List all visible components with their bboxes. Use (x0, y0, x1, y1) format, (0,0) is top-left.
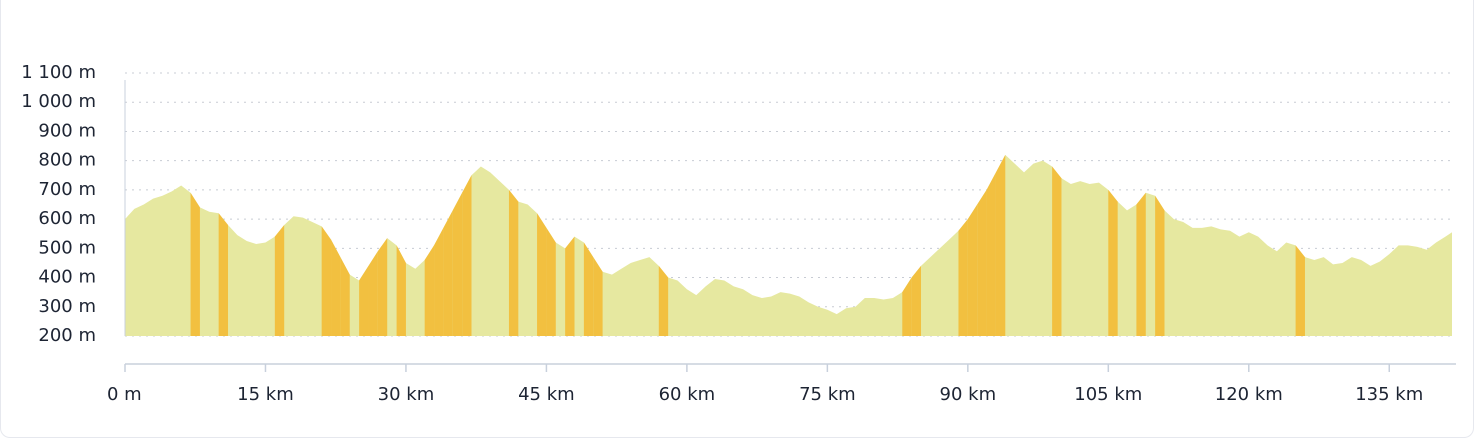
x-tick-label: 60 km (659, 384, 716, 405)
x-tick-label: 15 km (237, 384, 294, 405)
slope-segment (986, 172, 996, 336)
slope-segment (218, 213, 229, 336)
slope-segment (995, 154, 1006, 336)
y-tick-label: 1 000 m (21, 91, 96, 112)
slope-segment (331, 239, 341, 336)
slope-segment (977, 189, 987, 336)
slope-segment (967, 204, 978, 336)
slope-segment (658, 265, 669, 336)
slope-segment (368, 251, 378, 336)
x-tick-label: 120 km (1215, 384, 1283, 405)
slope-segment (1155, 195, 1165, 336)
y-tick-label: 1 100 m (21, 62, 96, 83)
slope-segment (396, 245, 406, 336)
y-tick-label: 400 m (38, 267, 96, 288)
y-tick-label: 700 m (38, 179, 96, 200)
x-tick-label: 105 km (1074, 384, 1142, 405)
slope-segment (1136, 192, 1146, 336)
slope-segment (443, 210, 453, 336)
y-tick-label: 900 m (38, 120, 96, 141)
slope-segment (340, 257, 350, 336)
slope-segment (321, 226, 332, 336)
slope-segment (911, 265, 922, 336)
slope-segment (958, 219, 968, 336)
slope-segment (593, 257, 603, 336)
x-tick-label: 45 km (518, 384, 575, 405)
slope-segment (1052, 166, 1062, 336)
slope-segment (546, 227, 556, 336)
y-tick-label: 500 m (38, 237, 96, 258)
slope-segment (462, 175, 472, 336)
slope-segment (1108, 189, 1118, 336)
y-tick-label: 200 m (38, 325, 96, 346)
x-tick-label: 30 km (378, 384, 435, 405)
x-tick-label: 135 km (1355, 384, 1423, 405)
slope-segment (583, 242, 594, 336)
slope-segment (434, 227, 444, 336)
slope-segment (565, 236, 575, 336)
slope-segment (452, 192, 463, 336)
slope-segment (537, 213, 547, 336)
y-tick-label: 800 m (38, 150, 96, 171)
y-tick-label: 300 m (38, 296, 96, 317)
slope-segment (902, 277, 912, 336)
slope-segment (359, 265, 369, 336)
slope-segment (1295, 245, 1305, 336)
slope-segment (274, 224, 285, 336)
y-tick-label: 600 m (38, 208, 96, 229)
slope-segment (190, 192, 200, 336)
x-tick-label: 90 km (940, 384, 997, 405)
slope-segment (377, 238, 388, 336)
x-tick-label: 75 km (799, 384, 856, 405)
slope-segment (424, 245, 435, 336)
slope-segment (508, 189, 519, 336)
x-tick-label: 0 m (107, 384, 142, 405)
